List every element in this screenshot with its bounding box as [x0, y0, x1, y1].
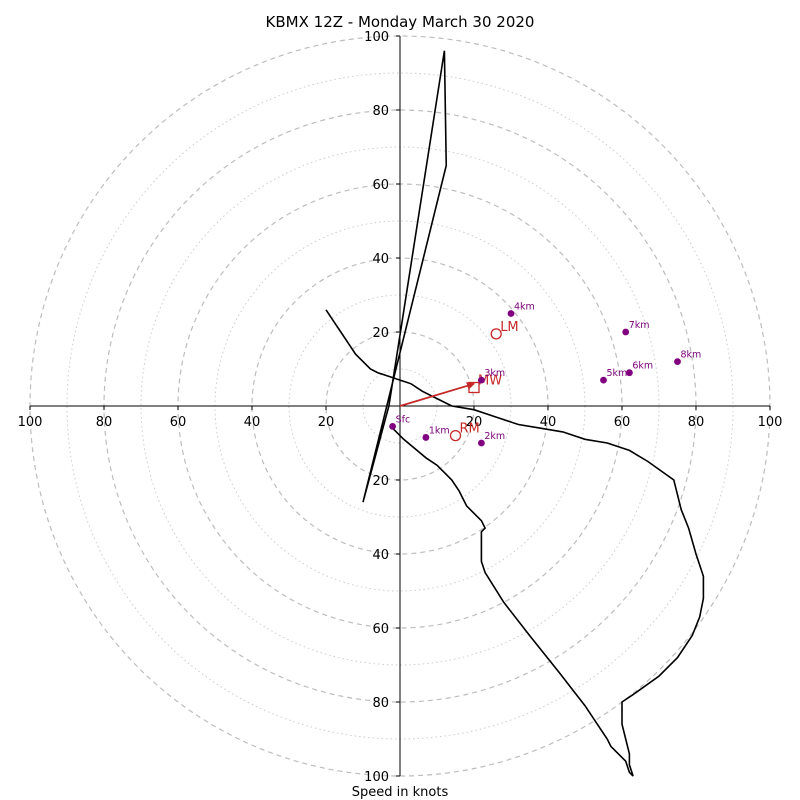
height-marker — [422, 434, 430, 441]
height-marker — [674, 358, 681, 365]
height-marker — [626, 369, 633, 377]
x-tick-label: 80 — [96, 415, 113, 430]
x-tick-label: 80 — [688, 415, 705, 430]
x-tick-label: 40 — [540, 415, 557, 430]
height-label: 4km — [514, 302, 535, 313]
y-tick-label: 100 — [364, 770, 389, 785]
storm-motion-marker — [490, 328, 502, 340]
height-label: 8km — [681, 350, 702, 361]
x-tick-label: 20 — [318, 415, 335, 430]
y-tick-label: 60 — [372, 178, 389, 193]
height-label: 1km — [429, 425, 450, 436]
height-marker — [389, 422, 396, 430]
height-marker — [600, 376, 607, 384]
x-axis-label: Speed in knots — [352, 785, 449, 800]
y-tick-label: 20 — [372, 326, 389, 341]
height-marker — [478, 376, 485, 384]
height-label: 6km — [632, 361, 653, 372]
height-label: 2km — [484, 431, 505, 442]
height-label: 5km — [607, 368, 628, 379]
y-tick-label: 60 — [372, 622, 389, 637]
storm-motion-label: LM — [500, 320, 518, 335]
height-label: 7km — [629, 320, 650, 331]
x-tick-label: 60 — [170, 415, 187, 430]
x-tick-label: 100 — [758, 415, 783, 430]
storm-motion-marker — [468, 381, 480, 394]
height-label: 3km — [484, 368, 505, 379]
x-tick-label: 40 — [244, 415, 261, 430]
x-tick-label: 100 — [18, 415, 43, 430]
height-marker — [507, 310, 515, 317]
axis-ticks: 100 100 100 100 80 80 80 80 60 60 60 60 40 40 40 40 20 20… — [18, 30, 783, 785]
height-marker — [478, 439, 485, 447]
height-marker — [622, 328, 630, 336]
x-tick-label: 20 — [466, 415, 483, 430]
height-label: Sfc — [396, 414, 411, 425]
y-tick-label: 80 — [372, 696, 389, 711]
y-tick-label: 100 — [364, 30, 389, 45]
hodograph-trace — [325, 309, 705, 777]
y-tick-label: 40 — [372, 548, 389, 563]
plot-area: LM RM MW Sfc 1km 2km 3km 4km 5km 6km 7km 8km — [325, 50, 705, 777]
storm-motion-marker — [449, 429, 462, 442]
storm-motion-label: MW — [478, 374, 502, 389]
y-tick-label: 20 — [372, 474, 389, 489]
x-tick-label: 60 — [614, 415, 631, 430]
left-trace-line — [362, 50, 448, 503]
chart-title: KBMX 12Z - Monday March 30 2020 — [266, 13, 535, 31]
shear-vector-arrow — [399, 381, 475, 407]
y-tick-label: 40 — [372, 252, 389, 267]
storm-motion-label: RM — [460, 422, 480, 437]
y-tick-label: 80 — [372, 104, 389, 119]
